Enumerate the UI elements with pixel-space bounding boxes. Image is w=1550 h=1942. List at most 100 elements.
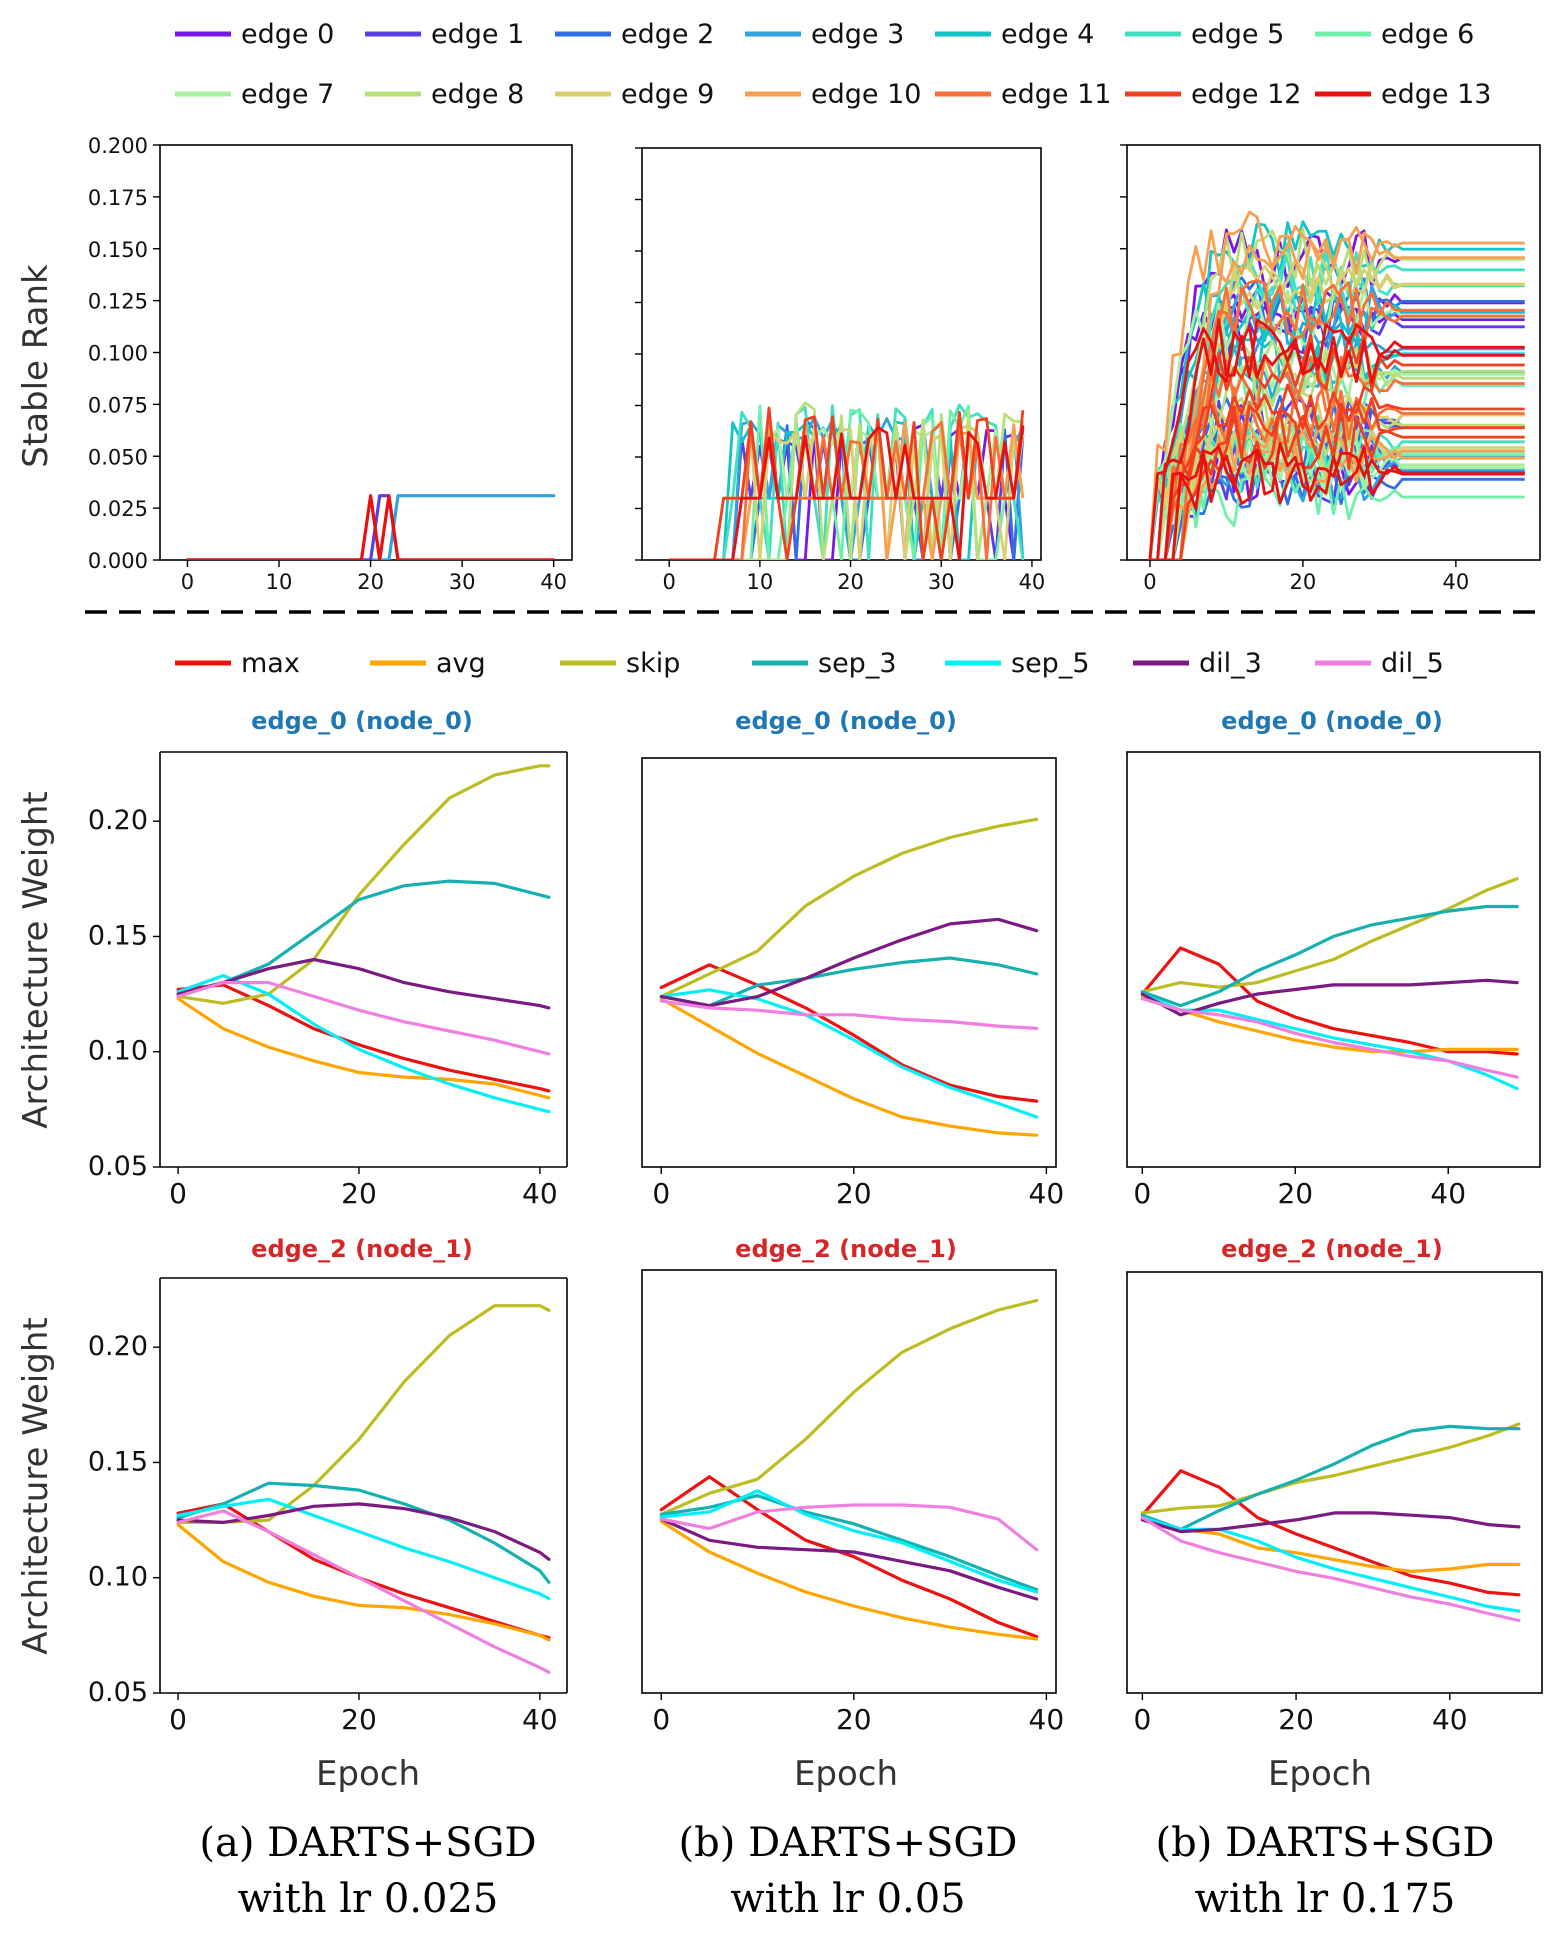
sr_b-xtick-label-1: 10 bbox=[747, 570, 774, 594]
sr_b-xtick-label-3: 30 bbox=[928, 570, 955, 594]
aw_c_e2-series-dil_5 bbox=[1140, 1516, 1521, 1623]
legend-label-avg: avg bbox=[436, 648, 486, 679]
aw_a_e0-series-skip bbox=[176, 764, 551, 1005]
aw_c_e0-series-dil_3 bbox=[1140, 978, 1519, 1017]
aw_c_e2-xtick-label-1: 20 bbox=[1278, 1703, 1314, 1736]
arch-weight-panel-a-edge2: 0 20 40 0.05 0.10 0.15 0.20 bbox=[88, 1277, 568, 1736]
sr_b-xtick-label-2: 20 bbox=[837, 570, 864, 594]
aw_c_e2-series-max bbox=[1140, 1469, 1521, 1597]
sr_a-frame bbox=[159, 144, 573, 561]
legend-label-dil_3: dil_3 bbox=[1199, 648, 1262, 679]
aw_b_e0-series-avg bbox=[659, 997, 1039, 1137]
aw_c_e0-frame bbox=[1126, 751, 1541, 1168]
aw_c_e0-series-max bbox=[1140, 946, 1519, 1056]
aw_a_e2-series-sep_5 bbox=[176, 1497, 551, 1601]
aw_b_e0-series-dil_3 bbox=[659, 917, 1039, 1008]
legend-label-edge-9: edge 9 bbox=[621, 79, 714, 110]
legend-label-edge-13: edge 13 bbox=[1381, 79, 1491, 110]
legend-label-edge-4: edge 4 bbox=[1001, 19, 1094, 50]
legend-label-sep_5: sep_5 bbox=[1011, 648, 1090, 679]
aw_c_e0-series-dil_5 bbox=[1140, 997, 1519, 1079]
aw_c_e0-xtick-label-0: 0 bbox=[1133, 1177, 1151, 1210]
aw_a_e2-series-dil_5 bbox=[176, 1509, 551, 1674]
subtitle-edge0-b: edge_0 (node_0) bbox=[735, 707, 957, 735]
operation-legend: max avg skip sep_3 sep_5 dil_3 dil_5 bbox=[175, 648, 1444, 679]
sr_a-ytick-label-2: 0.050 bbox=[88, 445, 148, 469]
sr_a-xtick-label-1: 10 bbox=[266, 570, 293, 594]
aw_c_e0-xtick-label-1: 20 bbox=[1277, 1177, 1313, 1210]
arch-weight-panel-b-edge0: 0 20 40 bbox=[641, 757, 1065, 1210]
sr_c-xtick-label-2: 40 bbox=[1443, 570, 1470, 594]
aw_b_e0-series-sep_3 bbox=[659, 956, 1039, 1008]
legend-label-skip: skip bbox=[626, 648, 680, 679]
sr_c-series-edge-11-run-0 bbox=[1149, 353, 1525, 560]
sr_a-ytick-label-5: 0.125 bbox=[88, 290, 148, 314]
legend-label-edge-10: edge 10 bbox=[811, 79, 921, 110]
aw_a_e0-series-sep_5 bbox=[176, 974, 551, 1114]
legend-label-edge-7: edge 7 bbox=[241, 79, 334, 110]
aw_b_e2-series-skip bbox=[659, 1298, 1039, 1516]
subtitle-edge0-a: edge_0 (node_0) bbox=[251, 707, 473, 735]
aw_c_e2-frame bbox=[1126, 1271, 1543, 1694]
aw_b_e0-series-sep_5 bbox=[659, 988, 1039, 1119]
aw_b_e0-series-dil_5 bbox=[659, 999, 1039, 1030]
subtitle-edge0-c: edge_0 (node_0) bbox=[1221, 707, 1443, 735]
epoch-label-b: Epoch bbox=[794, 1754, 898, 1794]
aw_c_e0-xtick-label-2: 40 bbox=[1430, 1177, 1466, 1210]
sr_a-series-edge-1 bbox=[185, 494, 556, 560]
sr_c-series-edge-11-run-2 bbox=[1149, 279, 1525, 560]
sr_b-xtick-label-0: 0 bbox=[663, 570, 676, 594]
subtitle-edge2-c: edge_2 (node_1) bbox=[1221, 1235, 1443, 1263]
stable-rank-panel-b: 0 10 20 30 40 bbox=[635, 147, 1046, 594]
aw_b_e2-xtick-label-1: 20 bbox=[836, 1703, 872, 1736]
aw_a_e0-series-avg bbox=[176, 997, 551, 1100]
subtitle-edge2-a: edge_2 (node_1) bbox=[251, 1235, 473, 1263]
sr_c-series-edge-13-run-1 bbox=[1149, 318, 1525, 560]
legend-label-edge-2: edge 2 bbox=[621, 19, 714, 50]
aw_a_e0-xtick-label-2: 40 bbox=[522, 1177, 558, 1210]
aw_b_e2-series-avg bbox=[659, 1519, 1039, 1641]
aw_b_e2-series-dil_5 bbox=[659, 1503, 1039, 1552]
sr_c-series-edge-11-run-1 bbox=[1149, 382, 1525, 560]
sr_a-xtick-label-3: 30 bbox=[449, 570, 476, 594]
aw_a_e2-series-sep_3 bbox=[176, 1481, 551, 1584]
aw_b_e0-xtick-label-2: 40 bbox=[1029, 1177, 1065, 1210]
sr_c-xtick-label-1: 20 bbox=[1290, 570, 1317, 594]
sr_a-ytick-label-0: 0.000 bbox=[88, 549, 148, 573]
legend-label-edge-8: edge 8 bbox=[431, 79, 524, 110]
aw_c_e2-xtick-label-0: 0 bbox=[1133, 1703, 1151, 1736]
aw_a_e2-ytick-label-2: 0.15 bbox=[88, 1446, 148, 1477]
aw_b_e2-series-dil_3 bbox=[659, 1517, 1039, 1601]
aw_b_e0-frame bbox=[641, 757, 1057, 1168]
sr_a-ytick-label-1: 0.025 bbox=[88, 497, 148, 521]
sr_c-series-edge-9-run-0 bbox=[1149, 416, 1525, 560]
sr_a-ytick-label-6: 0.150 bbox=[88, 238, 148, 262]
sr_a-xtick-label-2: 20 bbox=[357, 570, 384, 594]
sr_b-series-edge-12 bbox=[669, 406, 1025, 560]
epoch-label-c: Epoch bbox=[1268, 1754, 1372, 1794]
aw_b_e0-xtick-label-0: 0 bbox=[652, 1177, 670, 1210]
legend-label-dil_5: dil_5 bbox=[1381, 648, 1444, 679]
sr_c-series-edge-8-run-1 bbox=[1149, 226, 1525, 560]
sr_a-ytick-label-8: 0.200 bbox=[88, 134, 148, 158]
sr_c-series-edge-12-run-3 bbox=[1149, 405, 1525, 560]
sr_c-xtick-label-0: 0 bbox=[1143, 570, 1156, 594]
aw_a_e2-series-max bbox=[176, 1502, 551, 1640]
aw_b_e0-series-max bbox=[659, 963, 1039, 1103]
sr_a-xtick-label-4: 40 bbox=[540, 570, 567, 594]
caption-c-line1: (b) DARTS+SGD bbox=[1156, 1820, 1495, 1866]
legend-label-edge-5: edge 5 bbox=[1191, 19, 1284, 50]
aw_a_e0-ytick-label-0: 0.05 bbox=[88, 1151, 148, 1182]
aw_a_e0-xtick-label-0: 0 bbox=[169, 1177, 187, 1210]
aw_a_e0-ytick-label-3: 0.20 bbox=[88, 805, 148, 836]
aw_a_e2-ytick-label-1: 0.10 bbox=[88, 1562, 148, 1593]
legend-label-edge-11: edge 11 bbox=[1001, 79, 1111, 110]
sr_b-xtick-label-4: 40 bbox=[1019, 570, 1046, 594]
stable-rank-panel-c: 0 20 40 bbox=[1120, 144, 1541, 594]
aw_c_e0-series-sep_3 bbox=[1140, 904, 1519, 1008]
epoch-label-a: Epoch bbox=[316, 1754, 420, 1794]
arch-weight-panel-c-edge0: 0 20 40 bbox=[1126, 751, 1541, 1210]
aw_c_e0-series-skip bbox=[1140, 877, 1519, 994]
aw_b_e2-frame bbox=[641, 1269, 1057, 1694]
